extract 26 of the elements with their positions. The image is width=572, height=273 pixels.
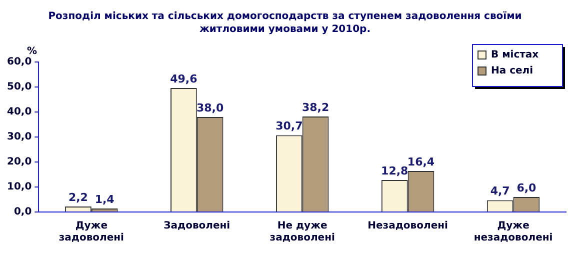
y-axis-title: %: [27, 46, 38, 57]
chart-title: Розподіл міських та сільських домогосподарств за ступенем задоволення своїми житловими умовами у 2010р.: [47, 10, 523, 36]
data-label: 2,2: [68, 190, 88, 204]
x-tick-label: Незадоволені: [368, 220, 448, 232]
legend-label: На селі: [491, 66, 534, 77]
data-label: 16,4: [407, 155, 435, 168]
y-tick-label: 10,0: [6, 182, 32, 193]
y-tick-label: 60,0: [6, 56, 32, 68]
data-label: 6,0: [516, 181, 537, 194]
legend-label: В містах: [491, 50, 540, 61]
x-tick-label: Задоволені: [164, 220, 230, 232]
data-label: 38,2: [302, 100, 330, 114]
x-tick-label: Дуже незадоволені: [474, 220, 553, 244]
y-tick-label: 40,0: [6, 106, 32, 118]
y-tick-label: 0,0: [14, 206, 32, 218]
y-tick-label: 20,0: [6, 156, 32, 168]
data-label: 49,6: [170, 72, 198, 86]
data-label: 38,0: [196, 101, 224, 114]
x-tick-label: Не дуже задоволені: [270, 220, 335, 244]
y-tick-label: 30,0: [6, 132, 32, 143]
data-label: 30,7: [276, 120, 303, 133]
data-label: 1,4: [94, 192, 115, 206]
y-tick-label: 50,0: [6, 82, 32, 93]
data-label: 12,8: [381, 164, 408, 178]
x-tick-label: Дуже задоволені: [58, 220, 124, 244]
data-label: 4,7: [490, 184, 510, 198]
